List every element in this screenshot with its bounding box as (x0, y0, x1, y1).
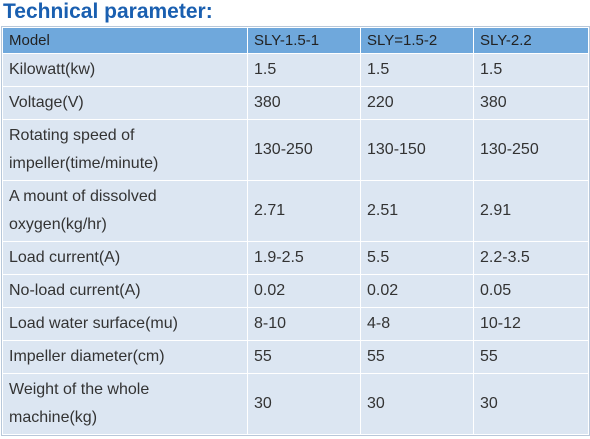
title: Technical parameter: (3, 0, 213, 23)
table-cell: 2.2-3.5 (473, 241, 589, 275)
table-row: Rotating speed of impeller(time/minute) 1… (2, 119, 589, 181)
header-cell: SLY-2.2 (473, 27, 589, 54)
row-label: No-load current(A) (2, 274, 248, 308)
table-cell: 55 (247, 340, 361, 374)
header-cell: SLY-1.5-1 (247, 27, 361, 54)
table-row: A mount of dissolved oxygen(kg/hr) 2.71 2.… (2, 180, 589, 242)
table-cell: 1.5 (473, 53, 589, 87)
row-label: Kilowatt(kw) (2, 53, 248, 87)
table-cell: 8-10 (247, 307, 361, 341)
header-cell: Model (2, 27, 248, 54)
row-label: Rotating speed of impeller(time/minute) (2, 119, 248, 181)
table-cell: 130-250 (247, 119, 361, 181)
row-label: Weight of the whole machine(kg) (2, 373, 248, 435)
table-row: Kilowatt(kw) 1.5 1.5 1.5 (2, 53, 589, 87)
table-cell: 380 (473, 86, 589, 120)
table-cell: 130-250 (473, 119, 589, 181)
table-cell: 1.5 (360, 53, 474, 87)
table-cell: 30 (360, 373, 474, 435)
table-cell: 5.5 (360, 241, 474, 275)
table-row: Voltage(V) 380 220 380 (2, 86, 589, 120)
table-cell: 0.05 (473, 274, 589, 308)
row-label: Load current(A) (2, 241, 248, 275)
table-cell: 0.02 (247, 274, 361, 308)
row-label: Load water surface(mu) (2, 307, 248, 341)
table-cell: 380 (247, 86, 361, 120)
table-cell: 55 (473, 340, 589, 374)
table-cell: 10-12 (473, 307, 589, 341)
table-cell: 4-8 (360, 307, 474, 341)
row-label: Voltage(V) (2, 86, 248, 120)
table-cell: 2.71 (247, 180, 361, 242)
table-cell: 55 (360, 340, 474, 374)
table-cell: 1.5 (247, 53, 361, 87)
table-row: Weight of the whole machine(kg) 30 30 30 (2, 373, 589, 435)
table-cell: 30 (247, 373, 361, 435)
table-cell: 0.02 (360, 274, 474, 308)
table-cell: 220 (360, 86, 474, 120)
spec-table: Model SLY-1.5-1 SLY=1.5-2 SLY-2.2 Kilowatt(k… (1, 26, 590, 436)
table-cell: 2.51 (360, 180, 474, 242)
table-row: Impeller diameter(cm) 55 55 55 (2, 340, 589, 374)
table-row: Load current(A) 1.9-2.5 5.5 2.2-3.5 (2, 241, 589, 275)
table-cell: 1.9-2.5 (247, 241, 361, 275)
table-cell: 130-150 (360, 119, 474, 181)
table-row: Load water surface(mu) 8-10 4-8 10-12 (2, 307, 589, 341)
table-cell: 30 (473, 373, 589, 435)
header-row: Model SLY-1.5-1 SLY=1.5-2 SLY-2.2 (2, 27, 589, 54)
table-cell: 2.91 (473, 180, 589, 242)
header-cell: SLY=1.5-2 (360, 27, 474, 54)
row-label: A mount of dissolved oxygen(kg/hr) (2, 180, 248, 242)
table-row: No-load current(A) 0.02 0.02 0.05 (2, 274, 589, 308)
row-label: Impeller diameter(cm) (2, 340, 248, 374)
